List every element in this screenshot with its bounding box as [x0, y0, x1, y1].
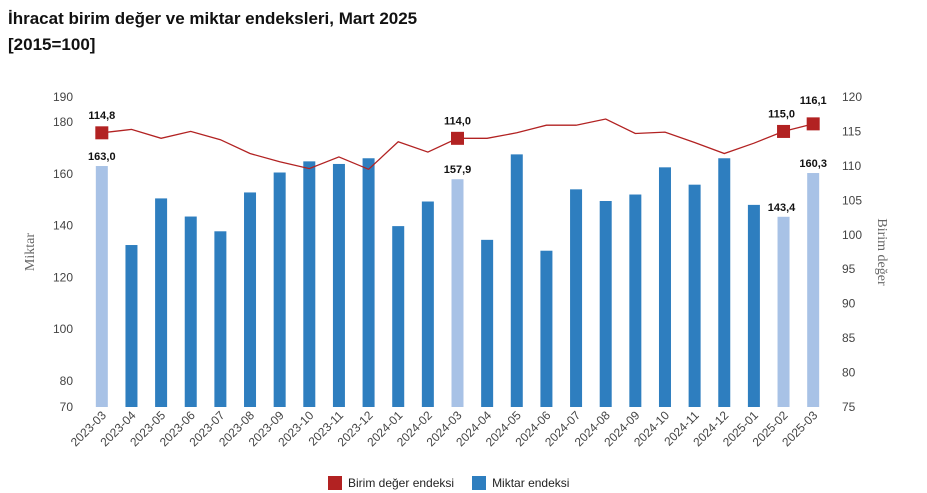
bar-2023-09 [273, 172, 286, 407]
bar-2024-02 [421, 201, 434, 407]
marker-unit-value-2025-03 [806, 117, 820, 131]
data-label-2024-03: 114,0 [444, 115, 471, 127]
bar-2025-01 [747, 204, 760, 407]
bar-2023-11 [332, 163, 345, 407]
legend: Birim değer endeksi Miktar endeksi [328, 476, 569, 490]
bar-2023-06 [184, 216, 197, 407]
right-axis-tick-label: 100 [842, 228, 862, 242]
legend-item-quantity: Miktar endeksi [472, 476, 569, 490]
legend-label-unit-value: Birim değer endeksi [348, 476, 455, 490]
bar-2024-03 [451, 179, 464, 407]
left-axis-label: Miktar [23, 233, 38, 271]
legend-swatch-quantity [472, 476, 487, 490]
bar-2024-11 [688, 184, 701, 407]
bar-2023-04 [125, 245, 138, 407]
data-label-2023-03: 163,0 [88, 151, 116, 163]
right-axis-tick-label: 110 [842, 159, 861, 173]
legend-label-quantity: Miktar endeksi [492, 476, 570, 490]
right-axis-tick-label: 75 [842, 400, 856, 414]
bar-2025-02 [777, 216, 790, 407]
marker-unit-value-2025-02 [777, 124, 791, 138]
marker-unit-value-2024-03 [451, 131, 464, 145]
left-axis-tick-label: 190 [53, 90, 73, 104]
right-axis-tick-label: 105 [842, 193, 862, 207]
left-axis-tick-label: 70 [60, 400, 74, 414]
data-label-2025-02: 115,0 [768, 108, 795, 120]
bar-2024-07 [570, 189, 583, 407]
bar-2024-04 [481, 239, 494, 407]
right-axis-tick-label: 95 [842, 262, 856, 276]
bar-2023-12 [362, 158, 375, 407]
bar-2024-05 [510, 154, 523, 407]
chart-title: İhracat birim değer ve miktar endeksleri… [8, 6, 417, 58]
data-label-2025-03: 160,3 [799, 158, 827, 170]
bar-2023-07 [214, 231, 227, 407]
bar-2023-05 [155, 198, 168, 407]
legend-swatch-unit-value [328, 476, 342, 490]
bar-2025-03 [807, 173, 820, 407]
bar-2024-06 [540, 250, 553, 407]
right-axis-label: Birim değer [874, 218, 889, 286]
legend-item-unit-value: Birim değer endeksi [328, 476, 454, 490]
bar-2024-08 [599, 200, 612, 407]
right-axis-tick-label: 80 [842, 366, 856, 380]
left-axis-tick-label: 180 [53, 115, 73, 129]
data-label-2023-03: 114,8 [88, 110, 115, 122]
bar-2024-09 [629, 194, 642, 407]
right-axis-tick-label: 85 [842, 331, 856, 345]
data-label-2025-02: 143,4 [768, 202, 796, 214]
left-axis-tick-label: 140 [53, 219, 73, 233]
left-axis-tick-label: 120 [53, 270, 73, 284]
left-axis-tick-label: 160 [53, 167, 73, 181]
bar-2023-03 [95, 166, 108, 407]
right-axis-tick-label: 90 [842, 297, 856, 311]
data-label-2024-03: 157,9 [444, 164, 472, 176]
bar-2024-10 [658, 167, 671, 407]
marker-unit-value-2023-03 [95, 126, 109, 140]
bar-2023-10 [303, 161, 316, 407]
right-axis-tick-label: 120 [842, 90, 862, 104]
right-axis-tick-label: 115 [842, 124, 861, 138]
title-line-2: [2015=100] [8, 35, 96, 54]
left-axis-tick-label: 100 [53, 322, 73, 336]
left-axis-tick-label: 80 [60, 374, 74, 388]
data-label-2025-03: 116,1 [800, 95, 827, 107]
bar-2023-08 [244, 192, 257, 407]
bar-2024-01 [392, 226, 405, 407]
bar-2024-12 [718, 158, 731, 407]
title-line-1: İhracat birim değer ve miktar endeksleri… [8, 9, 418, 28]
